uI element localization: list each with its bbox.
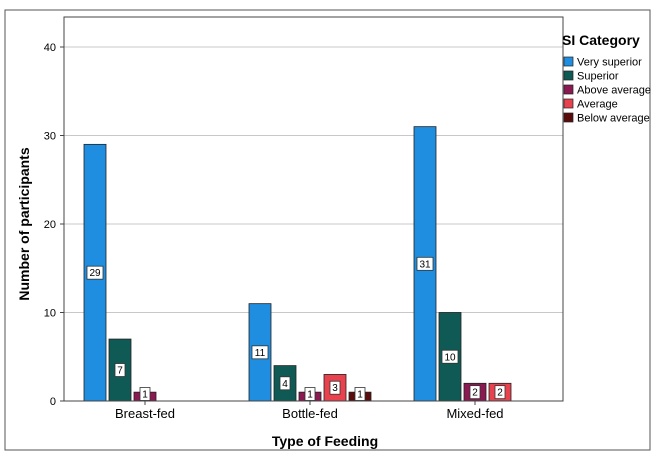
y-tick-label: 0 bbox=[50, 396, 56, 408]
plot-area-frame bbox=[63, 16, 564, 402]
data-label: 1 bbox=[142, 390, 148, 401]
chart-outer-frame bbox=[4, 9, 651, 451]
y-axis-title: Number of participants bbox=[16, 147, 32, 300]
legend-label: Above average bbox=[577, 85, 651, 97]
data-label: 1 bbox=[357, 390, 363, 401]
data-label-box bbox=[251, 345, 269, 360]
x-category-label: Mixed-fed bbox=[446, 406, 503, 421]
legend: SI Category Very superior Superior Above a… bbox=[562, 32, 651, 125]
data-label: 3 bbox=[332, 383, 338, 394]
data-label: 31 bbox=[419, 259, 431, 270]
y-tick-label: 30 bbox=[44, 131, 56, 143]
legend-swatch bbox=[563, 56, 574, 67]
data-label-box bbox=[469, 385, 481, 400]
x-axis-title: Type of Feeding bbox=[272, 433, 378, 449]
legend-label: Superior bbox=[577, 71, 619, 83]
data-label-box bbox=[279, 376, 291, 391]
data-label-box bbox=[416, 256, 434, 271]
data-label: 7 bbox=[117, 366, 123, 377]
data-label: 11 bbox=[255, 348, 266, 359]
legend-swatch bbox=[563, 70, 574, 81]
legend-label: Average bbox=[577, 99, 618, 111]
legend-label: Below average bbox=[577, 113, 650, 125]
data-label: 2 bbox=[472, 388, 478, 399]
data-label-box bbox=[114, 363, 126, 377]
x-category-label: Bottle-fed bbox=[282, 406, 338, 421]
data-label: 1 bbox=[307, 390, 313, 401]
y-tick-label: 40 bbox=[44, 42, 56, 54]
x-category-label: Breast-fed bbox=[115, 406, 175, 421]
data-label: 29 bbox=[89, 268, 101, 279]
data-label-box bbox=[354, 387, 366, 401]
legend-swatch bbox=[563, 84, 574, 95]
y-tick-label: 20 bbox=[44, 219, 56, 231]
data-label-box bbox=[329, 380, 341, 395]
data-label-box bbox=[86, 265, 104, 280]
legend-title: SI Category bbox=[562, 32, 640, 48]
axes: 0 10 20 30 40 Breast-fed Bottle-fed Mixed-fed bbox=[44, 16, 564, 421]
data-label-box bbox=[139, 387, 151, 401]
data-label: 4 bbox=[282, 379, 288, 390]
legend-label: Very superior bbox=[577, 57, 642, 69]
data-label-box bbox=[441, 349, 459, 364]
legend-swatch bbox=[563, 98, 574, 109]
legend-swatch bbox=[563, 112, 574, 123]
gridlines bbox=[64, 46, 563, 313]
data-label: 2 bbox=[497, 388, 503, 399]
data-label: 10 bbox=[444, 352, 456, 363]
y-tick-label: 10 bbox=[44, 308, 56, 320]
data-label-box bbox=[494, 385, 506, 400]
data-label-box bbox=[304, 387, 316, 401]
